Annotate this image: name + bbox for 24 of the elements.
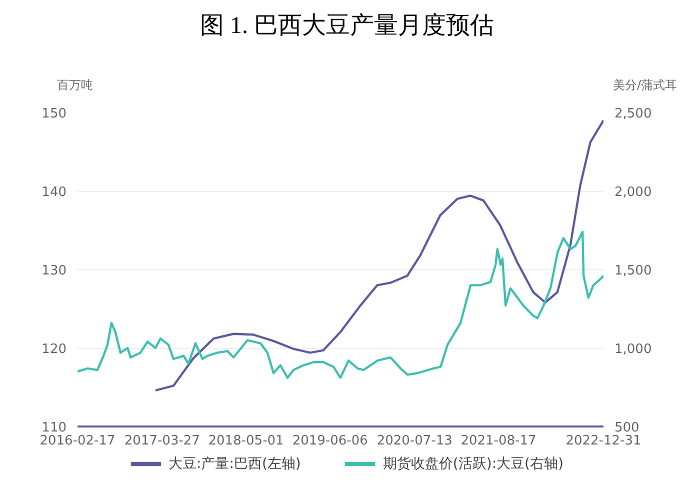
y-tick-label: 130 xyxy=(42,264,67,278)
x-tick-label: 2017-03-27 xyxy=(124,434,200,448)
y2-tick-label: 2,500 xyxy=(614,106,652,122)
chart-title: 图 1. 巴西大豆产量月度预估 xyxy=(200,12,494,41)
legend-label: 大豆:产量:巴西(左轴) xyxy=(168,455,301,474)
line-series xyxy=(78,230,604,379)
y-axis-title: 百万吨 xyxy=(57,77,93,94)
y2-tick-label: 500 xyxy=(614,420,640,436)
x-tick-label: 2016-02-17 xyxy=(40,434,116,448)
x-tick-label: 2020-07-13 xyxy=(376,434,452,448)
x-tick-label: 2022-12-31 xyxy=(566,434,642,448)
y-tick-label: 110 xyxy=(42,420,67,436)
y2-tick-label: 2,000 xyxy=(614,185,652,200)
y2-tick-label: 1,500 xyxy=(614,264,652,278)
y-tick-label: 120 xyxy=(42,342,67,357)
y-tick-label: 140 xyxy=(42,185,67,200)
legend-label: 期货收盘价(活跃):大豆(右轴) xyxy=(382,455,564,474)
x-tick-label: 2018-05-01 xyxy=(208,434,284,448)
y-tick-label: 150 xyxy=(42,106,67,122)
x-tick-label: 2019-06-06 xyxy=(292,434,368,448)
y2-axis-title: 美分/蒲式耳 xyxy=(612,77,677,94)
line-series xyxy=(154,119,604,392)
x-tick-label: 2021-08-17 xyxy=(460,434,536,448)
y2-tick-label: 1,000 xyxy=(614,342,652,357)
